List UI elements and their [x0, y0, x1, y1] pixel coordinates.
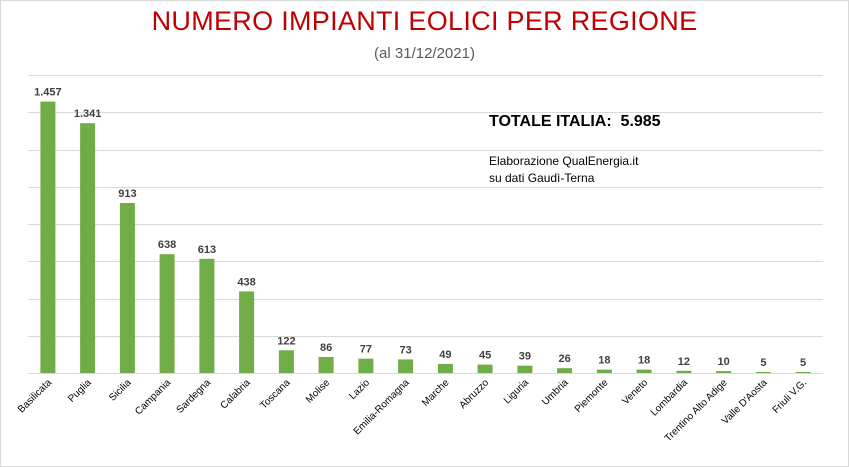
- bar-piemonte: [596, 369, 612, 373]
- data-label: 10: [717, 356, 729, 368]
- data-label: 1.341: [74, 108, 102, 120]
- category-label: Molise: [304, 377, 333, 406]
- data-label: 49: [439, 349, 451, 361]
- category-label: Umbria: [540, 377, 571, 408]
- data-label: 5: [760, 357, 766, 369]
- bar-sicilia: [119, 203, 135, 373]
- data-label: 122: [277, 335, 295, 347]
- bar-marche: [437, 363, 453, 373]
- bar-valle-d-aosta: [755, 372, 771, 373]
- category-label: Piemonte: [573, 377, 611, 415]
- bar-sardegna: [199, 258, 215, 373]
- data-label: 438: [237, 276, 255, 288]
- data-label: 613: [198, 244, 216, 256]
- data-label: 5: [800, 357, 806, 369]
- source-note-line-1: Elaborazione QualEnergia.it: [489, 154, 639, 168]
- data-label: 77: [360, 344, 372, 356]
- category-label: Veneto: [620, 377, 650, 407]
- bar-puglia: [80, 123, 96, 373]
- chart-title: NUMERO IMPIANTI EOLICI PER REGIONE: [151, 6, 698, 36]
- data-label: 86: [320, 342, 332, 354]
- data-label: 638: [158, 239, 176, 251]
- bar-lazio: [358, 358, 374, 373]
- category-label: Basilicata: [16, 377, 54, 415]
- data-label: 18: [598, 355, 610, 367]
- total-annotation: TOTALE ITALIA: 5.985: [489, 113, 661, 130]
- bar-umbria: [557, 368, 573, 373]
- bar-calabria: [239, 291, 255, 373]
- category-label: Lombardia: [649, 377, 690, 418]
- data-label: 18: [638, 355, 650, 367]
- category-label: Sardegna: [175, 377, 214, 416]
- bar-liguria: [517, 365, 533, 373]
- category-label: Friuli V.G.: [771, 377, 810, 416]
- data-label: 73: [399, 344, 411, 356]
- data-label: 913: [118, 188, 136, 200]
- category-label: Marche: [420, 377, 452, 409]
- category-label: Abruzzo: [458, 377, 492, 411]
- source-note-line-2: su dati Gaudì-Terna: [489, 171, 595, 185]
- bar-campania: [159, 254, 175, 373]
- data-label: 39: [519, 351, 531, 363]
- data-label: 45: [479, 350, 491, 362]
- chart-subtitle: (al 31/12/2021): [374, 45, 475, 62]
- category-label: Calabria: [219, 377, 253, 411]
- data-label: 12: [678, 356, 690, 368]
- data-label: 1.457: [34, 87, 62, 99]
- category-label: Toscana: [258, 377, 292, 411]
- category-label: Puglia: [66, 377, 94, 405]
- category-label: Sicilia: [107, 377, 134, 404]
- bar-basilicata: [40, 101, 56, 373]
- bar-veneto: [636, 369, 652, 373]
- bar-lombardia: [676, 370, 692, 373]
- category-label: Liguria: [502, 377, 531, 406]
- bar-friuli-v-g-: [795, 372, 811, 373]
- data-label: 26: [558, 353, 570, 365]
- category-label: Lazio: [347, 377, 372, 402]
- category-label: Campania: [133, 377, 173, 417]
- bar-emilia-romagna: [398, 359, 414, 373]
- source-note: Elaborazione QualEnergia.it su dati Gaud…: [489, 153, 638, 187]
- bar-trentino-alto-adige: [716, 371, 732, 373]
- bar-molise: [318, 357, 334, 373]
- bar-toscana: [278, 350, 294, 373]
- bar-abruzzo: [477, 364, 493, 373]
